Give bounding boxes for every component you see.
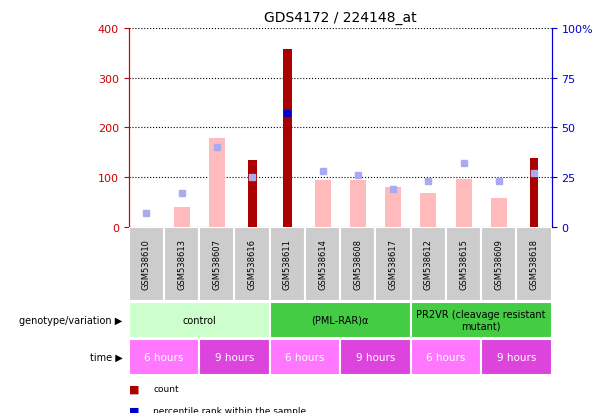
Text: GSM538609: GSM538609 — [494, 238, 503, 289]
Text: 9 hours: 9 hours — [356, 352, 395, 362]
Text: GSM538618: GSM538618 — [530, 238, 539, 289]
Bar — [340, 339, 411, 375]
Text: 6 hours: 6 hours — [285, 352, 325, 362]
Bar — [270, 302, 411, 338]
Bar — [340, 227, 375, 301]
Bar — [385, 188, 401, 227]
Bar — [199, 339, 270, 375]
Bar — [446, 227, 481, 301]
Text: GSM538613: GSM538613 — [177, 238, 186, 289]
Text: PR2VR (cleavage resistant
mutant): PR2VR (cleavage resistant mutant) — [416, 309, 546, 331]
Bar — [209, 139, 225, 227]
Bar — [421, 193, 436, 227]
Bar — [530, 159, 538, 227]
Bar — [350, 180, 366, 227]
Text: GSM538608: GSM538608 — [353, 238, 362, 289]
Text: percentile rank within the sample: percentile rank within the sample — [153, 406, 306, 413]
Bar — [481, 227, 517, 301]
Bar — [314, 180, 330, 227]
Text: GSM538614: GSM538614 — [318, 238, 327, 289]
Text: GSM538611: GSM538611 — [283, 238, 292, 289]
Text: time ▶: time ▶ — [90, 352, 123, 362]
Bar — [411, 227, 446, 301]
Bar — [305, 227, 340, 301]
Bar — [481, 339, 552, 375]
Text: GSM538616: GSM538616 — [248, 238, 257, 289]
Bar — [129, 302, 270, 338]
Bar — [411, 302, 552, 338]
Bar — [129, 227, 164, 301]
Text: 9 hours: 9 hours — [215, 352, 254, 362]
Bar — [375, 227, 411, 301]
Text: control: control — [182, 315, 216, 325]
Bar — [129, 339, 199, 375]
Text: ■: ■ — [129, 383, 139, 393]
Title: GDS4172 / 224148_at: GDS4172 / 224148_at — [264, 11, 416, 25]
Bar — [455, 179, 471, 227]
Text: ■: ■ — [129, 406, 139, 413]
Text: 6 hours: 6 hours — [144, 352, 184, 362]
Text: GSM538610: GSM538610 — [142, 238, 151, 289]
Text: 6 hours: 6 hours — [426, 352, 466, 362]
Bar — [283, 50, 292, 227]
Text: 9 hours: 9 hours — [497, 352, 536, 362]
Text: GSM538615: GSM538615 — [459, 238, 468, 289]
Bar — [234, 227, 270, 301]
Text: genotype/variation ▶: genotype/variation ▶ — [20, 315, 123, 325]
Bar — [164, 227, 199, 301]
Bar — [491, 199, 507, 227]
Text: GSM538612: GSM538612 — [424, 238, 433, 289]
Bar — [270, 339, 340, 375]
Text: GSM538617: GSM538617 — [389, 238, 398, 289]
Text: count: count — [153, 384, 179, 393]
Bar — [173, 207, 189, 227]
Bar — [270, 227, 305, 301]
Bar — [248, 160, 256, 227]
Text: GSM538607: GSM538607 — [212, 238, 221, 289]
Bar — [199, 227, 234, 301]
Text: (PML-RAR)α: (PML-RAR)α — [311, 315, 369, 325]
Bar — [411, 339, 481, 375]
Bar — [516, 227, 552, 301]
